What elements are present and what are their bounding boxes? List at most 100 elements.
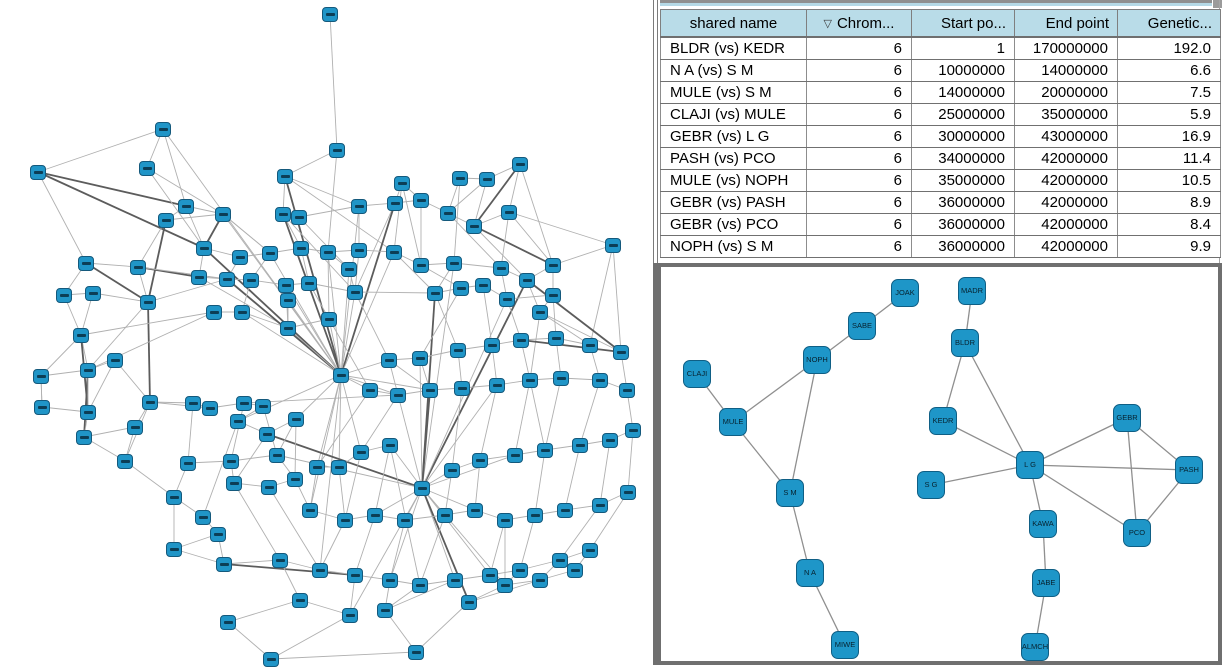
- graph-node[interactable]: [545, 287, 561, 303]
- graph-node[interactable]: [567, 562, 583, 578]
- graph-node[interactable]: [263, 651, 279, 667]
- graph-node[interactable]: [625, 422, 641, 438]
- subnetwork-node-kawa[interactable]: KAWA: [1029, 510, 1057, 538]
- graph-node[interactable]: [342, 607, 358, 623]
- graph-node[interactable]: [446, 255, 462, 271]
- subnetwork-node-s-g[interactable]: S G: [917, 471, 945, 499]
- table-row[interactable]: BLDR (vs) KEDR 6 1 170000000 192.0: [660, 36, 1221, 60]
- graph-node[interactable]: [497, 577, 513, 593]
- panel-splitter[interactable]: [653, 0, 658, 263]
- cell-value[interactable]: 6: [806, 36, 912, 60]
- graph-node[interactable]: [557, 502, 573, 518]
- subnetwork-node-sabe[interactable]: SABE: [848, 312, 876, 340]
- graph-node[interactable]: [302, 502, 318, 518]
- table-row[interactable]: GEBR (vs) L G 6 30000000 43000000 16.9: [660, 125, 1221, 148]
- graph-node[interactable]: [537, 442, 553, 458]
- cell-value[interactable]: 5.9: [1117, 103, 1221, 126]
- graph-node[interactable]: [107, 352, 123, 368]
- graph-node[interactable]: [130, 259, 146, 275]
- graph-node[interactable]: [548, 330, 564, 346]
- graph-node[interactable]: [232, 249, 248, 265]
- cell-value[interactable]: 30000000: [911, 125, 1015, 148]
- graph-node[interactable]: [499, 291, 515, 307]
- graph-node[interactable]: [479, 171, 495, 187]
- graph-node[interactable]: [475, 277, 491, 293]
- graph-node[interactable]: [280, 320, 296, 336]
- graph-node[interactable]: [236, 395, 252, 411]
- cell-value[interactable]: 6: [806, 169, 912, 192]
- graph-node[interactable]: [261, 479, 277, 495]
- graph-node[interactable]: [513, 332, 529, 348]
- graph-node[interactable]: [243, 272, 259, 288]
- subnetwork-node-madr[interactable]: MADR: [958, 277, 986, 305]
- cell-value[interactable]: 42000000: [1014, 169, 1118, 192]
- graph-node[interactable]: [461, 594, 477, 610]
- graph-node[interactable]: [512, 562, 528, 578]
- cell-shared-name[interactable]: CLAJI (vs) MULE: [660, 103, 807, 126]
- graph-node[interactable]: [291, 209, 307, 225]
- graph-node[interactable]: [322, 6, 338, 22]
- graph-node[interactable]: [80, 362, 96, 378]
- cell-shared-name[interactable]: GEBR (vs) L G: [660, 125, 807, 148]
- graph-node[interactable]: [280, 292, 296, 308]
- cell-value[interactable]: 35000000: [911, 169, 1015, 192]
- graph-node[interactable]: [489, 377, 505, 393]
- graph-node[interactable]: [331, 459, 347, 475]
- column-header-genetic-[interactable]: Genetic...: [1117, 9, 1221, 38]
- graph-node[interactable]: [572, 437, 588, 453]
- cell-value[interactable]: 10000000: [911, 59, 1015, 82]
- graph-node[interactable]: [466, 218, 482, 234]
- graph-node[interactable]: [337, 512, 353, 528]
- graph-node[interactable]: [321, 311, 337, 327]
- graph-node[interactable]: [196, 240, 212, 256]
- cell-value[interactable]: 6: [806, 147, 912, 170]
- graph-node[interactable]: [178, 198, 194, 214]
- cell-value[interactable]: 42000000: [1014, 235, 1118, 258]
- graph-node[interactable]: [497, 512, 513, 528]
- table-row[interactable]: MULE (vs) S M 6 14000000 20000000 7.5: [660, 81, 1221, 104]
- column-header-chrom-[interactable]: ▽ Chrom...: [806, 9, 912, 38]
- cell-shared-name[interactable]: N A (vs) S M: [660, 59, 807, 82]
- column-header-start-po-[interactable]: Start po...: [911, 9, 1015, 38]
- graph-node[interactable]: [347, 284, 363, 300]
- graph-node[interactable]: [592, 372, 608, 388]
- cell-value[interactable]: 6: [806, 125, 912, 148]
- cell-value[interactable]: 25000000: [911, 103, 1015, 126]
- subnetwork-node-bldr[interactable]: BLDR: [951, 329, 979, 357]
- cell-value[interactable]: 42000000: [1014, 191, 1118, 214]
- cell-value[interactable]: 42000000: [1014, 213, 1118, 236]
- graph-node[interactable]: [195, 509, 211, 525]
- subnetwork-node-miwe[interactable]: MIWE: [831, 631, 859, 659]
- cell-value[interactable]: 1: [911, 36, 1015, 60]
- graph-node[interactable]: [139, 160, 155, 176]
- graph-node[interactable]: [592, 497, 608, 513]
- graph-node[interactable]: [166, 541, 182, 557]
- graph-node[interactable]: [312, 562, 328, 578]
- graph-node[interactable]: [582, 337, 598, 353]
- cell-value[interactable]: 36000000: [911, 235, 1015, 258]
- subnetwork-node-jabe[interactable]: JABE: [1032, 569, 1060, 597]
- graph-node[interactable]: [206, 304, 222, 320]
- graph-node[interactable]: [30, 164, 46, 180]
- graph-node[interactable]: [386, 244, 402, 260]
- cell-value[interactable]: 11.4: [1117, 147, 1221, 170]
- graph-node[interactable]: [501, 204, 517, 220]
- cell-value[interactable]: 10.5: [1117, 169, 1221, 192]
- subnetwork-node-pash[interactable]: PASH: [1175, 456, 1203, 484]
- graph-node[interactable]: [142, 394, 158, 410]
- cell-value[interactable]: 36000000: [911, 213, 1015, 236]
- graph-node[interactable]: [269, 447, 285, 463]
- cell-shared-name[interactable]: NOPH (vs) S M: [660, 235, 807, 258]
- cell-value[interactable]: 42000000: [1014, 147, 1118, 170]
- graph-node[interactable]: [191, 269, 207, 285]
- cell-value[interactable]: 6: [806, 59, 912, 82]
- graph-node[interactable]: [377, 602, 393, 618]
- graph-node[interactable]: [422, 382, 438, 398]
- graph-node[interactable]: [440, 205, 456, 221]
- cell-value[interactable]: 6: [806, 235, 912, 258]
- graph-node[interactable]: [301, 275, 317, 291]
- graph-node[interactable]: [347, 567, 363, 583]
- graph-node[interactable]: [414, 480, 430, 496]
- cell-shared-name[interactable]: PASH (vs) PCO: [660, 147, 807, 170]
- graph-node[interactable]: [329, 142, 345, 158]
